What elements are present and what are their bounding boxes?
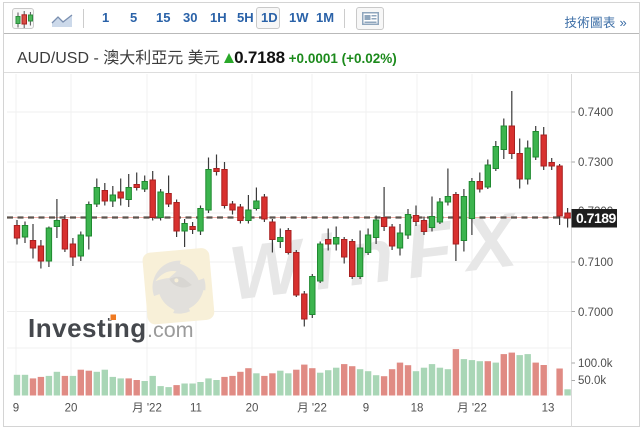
svg-text:0.7000: 0.7000 <box>578 307 613 319</box>
svg-text:18: 18 <box>411 403 424 415</box>
svg-text:0.7300: 0.7300 <box>578 157 613 169</box>
svg-text:月 '22: 月 '22 <box>132 403 162 415</box>
svg-text:20: 20 <box>246 403 259 415</box>
svg-text:月 '22: 月 '22 <box>297 403 327 415</box>
svg-text:0.7400: 0.7400 <box>578 107 613 119</box>
svg-text:Investing: Investing <box>28 313 147 343</box>
svg-text:0.7189: 0.7189 <box>576 210 617 226</box>
svg-text:9: 9 <box>13 403 19 415</box>
svg-text:11: 11 <box>190 403 202 415</box>
svg-text:100.0k: 100.0k <box>578 358 613 370</box>
svg-text:0.7100: 0.7100 <box>578 257 613 269</box>
svg-text:月 '22: 月 '22 <box>457 403 487 415</box>
svg-text:9: 9 <box>363 403 369 415</box>
svg-text:13: 13 <box>542 403 555 415</box>
svg-text:50.0k: 50.0k <box>578 375 606 387</box>
svg-text:20: 20 <box>65 403 78 415</box>
svg-text:WinFX: WinFX <box>225 196 534 317</box>
svg-text:.com: .com <box>147 318 194 342</box>
